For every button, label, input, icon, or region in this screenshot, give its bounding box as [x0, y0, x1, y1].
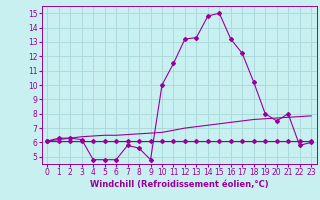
X-axis label: Windchill (Refroidissement éolien,°C): Windchill (Refroidissement éolien,°C) — [90, 180, 268, 189]
